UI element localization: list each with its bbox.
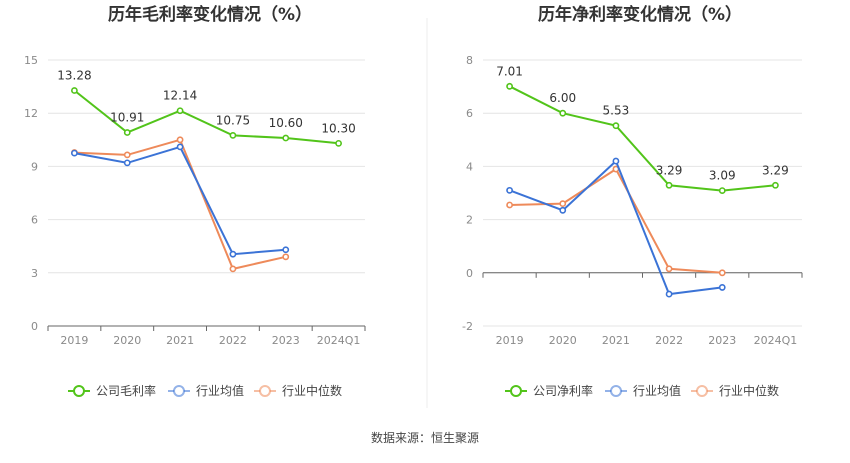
series-point bbox=[123, 159, 131, 167]
x-tick-label: 2019 bbox=[60, 334, 88, 347]
legend-item-2: 行业均值 bbox=[605, 383, 681, 398]
data-label: 10.60 bbox=[269, 116, 303, 130]
x-tick-label: 2021 bbox=[166, 334, 194, 347]
legend-label: 公司毛利率 bbox=[96, 383, 156, 398]
series-point bbox=[176, 136, 184, 144]
series-point bbox=[718, 269, 726, 277]
chart-title: 历年毛利率变化情况（%） bbox=[108, 4, 312, 25]
series-point bbox=[506, 82, 513, 90]
legend-swatch-marker bbox=[173, 385, 185, 397]
y-tick-label: 9 bbox=[31, 160, 38, 173]
data-label: 6.00 bbox=[549, 91, 576, 105]
data-label: 7.01 bbox=[496, 64, 523, 78]
y-tick-label: 6 bbox=[31, 214, 38, 227]
chart-title: 历年净利率变化情况（%） bbox=[538, 4, 742, 25]
data-label: 3.29 bbox=[656, 163, 683, 177]
y-tick-label: 15 bbox=[24, 54, 38, 67]
data-label: 3.09 bbox=[709, 169, 736, 183]
legend-item-2: 行业均值 bbox=[168, 383, 244, 398]
legend-item-1: 公司净利率 bbox=[505, 383, 593, 398]
legend-label: 行业均值 bbox=[633, 383, 681, 398]
series-point bbox=[612, 122, 620, 130]
series-point bbox=[612, 157, 620, 165]
x-tick-label: 2023 bbox=[708, 334, 736, 347]
x-tick-label: 2021 bbox=[602, 334, 630, 347]
series-line-1 bbox=[73, 89, 339, 145]
series-line-2 bbox=[74, 145, 286, 256]
legend-label: 行业中位数 bbox=[719, 383, 779, 398]
legend-swatch-marker bbox=[73, 385, 85, 397]
y-tick-label: 0 bbox=[31, 320, 38, 333]
legend-swatch-marker bbox=[259, 385, 271, 397]
series-line-1 bbox=[509, 85, 776, 192]
y-tick-label: 0 bbox=[466, 267, 473, 280]
series-point bbox=[718, 284, 726, 291]
legend-item-3: 行业中位数 bbox=[691, 383, 779, 398]
series-point bbox=[559, 206, 567, 214]
y-tick-label: 12 bbox=[24, 107, 38, 120]
series-point bbox=[229, 131, 237, 139]
series-point bbox=[282, 246, 290, 254]
y-tick-label: 4 bbox=[466, 160, 473, 173]
legend-label: 行业中位数 bbox=[282, 383, 342, 398]
x-tick-label: 2019 bbox=[496, 334, 524, 347]
series-point bbox=[559, 109, 567, 117]
series-line-3 bbox=[509, 167, 723, 274]
data-label: 10.91 bbox=[110, 111, 144, 125]
series-point bbox=[176, 107, 184, 115]
x-tick-label: 2023 bbox=[272, 334, 300, 347]
series-point bbox=[123, 129, 131, 136]
series-point bbox=[71, 149, 78, 157]
y-tick-label: 8 bbox=[466, 54, 473, 67]
y-tick-label: 2 bbox=[466, 214, 473, 227]
series-point bbox=[718, 187, 726, 195]
x-tick-label: 2022 bbox=[219, 334, 247, 347]
series-point bbox=[506, 201, 513, 209]
series-point bbox=[229, 265, 237, 273]
legend-label: 公司净利率 bbox=[533, 383, 593, 398]
data-label: 3.29 bbox=[762, 163, 789, 177]
data-label: 12.14 bbox=[163, 89, 197, 103]
series-point bbox=[665, 181, 673, 189]
series-point bbox=[123, 151, 131, 159]
series-point bbox=[665, 290, 673, 298]
data-source: 数据来源：恒生聚源 bbox=[371, 430, 479, 445]
series-point bbox=[506, 186, 513, 194]
series-point bbox=[176, 143, 184, 151]
series-point bbox=[665, 265, 673, 273]
x-tick-label: 2022 bbox=[655, 334, 683, 347]
data-label: 10.75 bbox=[216, 113, 250, 127]
x-tick-label: 2020 bbox=[113, 334, 141, 347]
series-point bbox=[559, 200, 567, 208]
legend-swatch-marker bbox=[510, 385, 522, 397]
data-label: 13.28 bbox=[57, 69, 91, 83]
y-tick-label: 6 bbox=[466, 107, 473, 120]
series-point bbox=[282, 134, 290, 142]
chart-1: 历年毛利率变化情况（%） 0 3 6 9 12 15 2019 2020 2021 2022 2023… bbox=[24, 4, 366, 398]
x-tick-label: 2024Q1 bbox=[317, 334, 361, 347]
legend-swatch-marker bbox=[696, 385, 708, 397]
series-point bbox=[772, 181, 779, 189]
legend-item-1: 公司毛利率 bbox=[68, 383, 156, 398]
series-line-2 bbox=[509, 159, 723, 296]
x-tick-label: 2024Q1 bbox=[754, 334, 798, 347]
data-label: 10.30 bbox=[321, 121, 355, 135]
legend-swatch-marker bbox=[610, 385, 622, 397]
y-tick-label: 3 bbox=[31, 267, 38, 280]
legend-item-3: 行业中位数 bbox=[254, 383, 342, 398]
x-tick-label: 2020 bbox=[549, 334, 577, 347]
chart-2: 历年净利率变化情况（%） -2 0 2 4 6 8 2019 2020 2021 2022 2023 2… bbox=[462, 4, 803, 398]
series-point bbox=[335, 139, 342, 147]
legend-label: 行业均值 bbox=[196, 383, 244, 398]
y-tick-label: -2 bbox=[462, 320, 473, 333]
series-point bbox=[282, 253, 290, 261]
series-point bbox=[229, 250, 237, 258]
series-point bbox=[71, 87, 78, 94]
data-label: 5.53 bbox=[603, 104, 630, 118]
